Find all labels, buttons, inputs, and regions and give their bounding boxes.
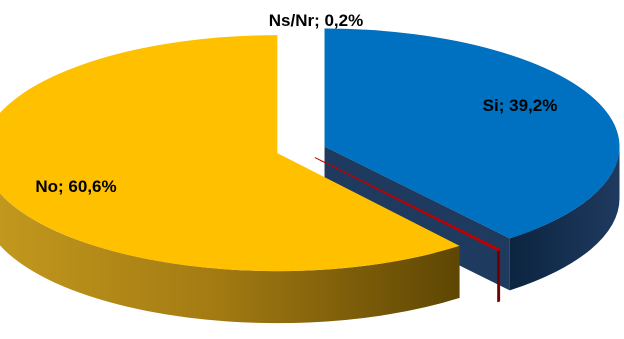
slice-ns-nr-rim [497,249,501,303]
slice-no-rim [0,193,460,324]
data-label-ns-nr: Ns/Nr; 0,2% [269,11,363,30]
slice-si [324,28,620,239]
slice-si-wall [324,146,510,291]
pie-labels: Si; 39,2% Ns/Nr; 0,2% No; 60,6% [35,11,557,196]
data-label-si: Si; 39,2% [483,96,558,115]
pie-tops [0,28,620,272]
pie-sides [0,146,620,324]
slice-si-rim [509,146,620,291]
data-label-no: No; 60,6% [35,177,116,196]
slice-no [0,35,460,272]
slice-ns-nr [314,157,502,251]
